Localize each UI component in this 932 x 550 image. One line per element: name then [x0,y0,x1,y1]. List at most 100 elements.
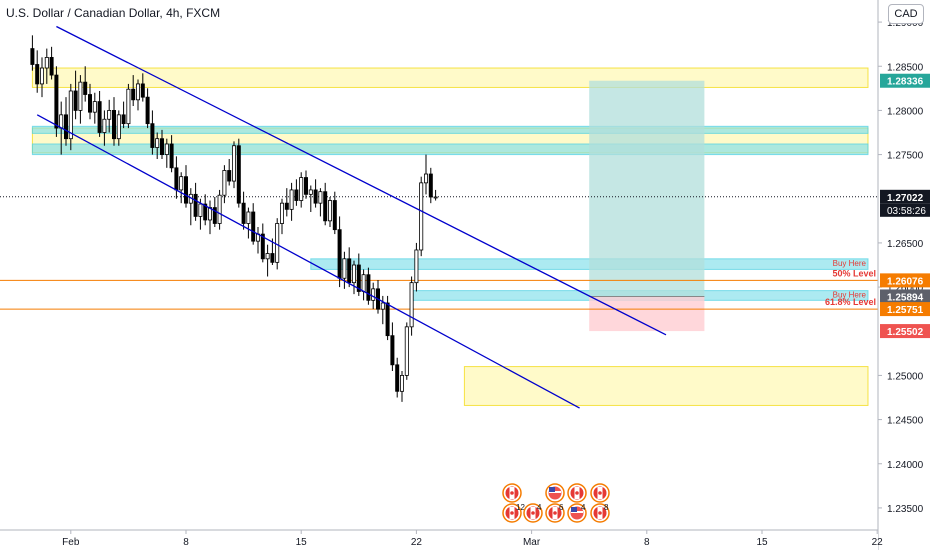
candle [246,207,251,239]
price-tag-label: 1.25751 [887,305,924,316]
y-tick-label: 1.24500 [887,416,924,427]
candle-body [289,189,294,210]
us-canton [571,507,577,512]
currency-button[interactable]: CAD [888,4,924,24]
candle-body [159,138,164,155]
candle-body [73,90,78,111]
channel-line [36,114,580,409]
candle-body [97,101,102,133]
channel-line [56,25,667,336]
price-tag: 1.28336 [880,73,930,88]
event-markers: 12 4 6 4 8 [502,483,610,523]
candle [260,223,265,263]
zone-label: Buy Here [833,291,867,300]
candle-body [59,114,64,129]
candle-body [332,200,337,231]
zone-label: Buy Here [833,259,867,268]
candle-body [40,67,45,85]
candle-body [419,182,424,251]
candle-body [44,57,49,69]
candle-body [342,258,347,279]
candle-body [183,176,188,204]
candle [64,97,69,146]
candle [83,66,88,102]
candle [414,242,419,292]
candle-body [140,83,145,98]
candle [241,191,246,230]
candle [49,46,54,80]
candle-body [35,64,40,85]
candle [433,189,438,201]
countdown-label: 03:58:26 [887,206,926,217]
candle-body [193,193,198,217]
candle-body [150,123,155,148]
candle [390,322,395,371]
candle [236,138,241,208]
candle [212,196,217,228]
candle [107,99,112,133]
event-count: 6 [559,503,564,512]
candle [366,267,371,305]
candle-body [217,194,222,224]
y-tick-label: 1.24000 [887,460,924,471]
candle [342,251,347,289]
candle-body [64,114,69,140]
candle-body [212,207,217,224]
candle [409,276,414,336]
candle-body [327,200,332,222]
candle-body [227,170,232,182]
candle-body [395,364,400,392]
candle [351,260,356,295]
candle-body [174,167,179,191]
event-count: 4 [537,503,542,512]
candle [203,194,208,226]
candle-body [423,173,428,184]
event-count: 12 [516,503,525,512]
candle [323,182,328,226]
y-tick-label: 1.25000 [887,371,924,382]
candle [303,170,308,199]
candle [112,97,117,146]
ca-leaf [598,491,602,495]
x-tick-label: 8 [644,537,650,548]
candle [183,165,188,208]
candle-body [203,203,208,221]
candle-body [164,143,169,155]
ca-leaf [531,511,535,515]
candle [313,179,318,208]
candle-body [347,258,352,284]
candle-body [169,143,174,169]
price-tag: 1.27022 03:58:26 [880,189,930,217]
candle [121,101,126,129]
event-count: 4 [581,503,586,512]
x-tick-label: Mar [523,537,541,548]
chart-title: U.S. Dollar / Canadian Dollar, 4h, FXCM [6,6,221,20]
price-tag: 1.25502 [880,324,930,339]
candle [423,154,428,195]
price-tag-label: 1.25894 [887,292,924,303]
candle-body [294,189,299,201]
candle-body [222,170,227,196]
ca-leaf [575,491,579,495]
candle-body [92,101,97,113]
price-tag-label: 1.25502 [887,327,924,338]
candle-body [270,253,275,263]
ca-leaf [553,511,557,515]
candle [231,141,236,189]
candle-body [135,83,140,101]
candle-body [308,189,313,195]
canada-flag-icon: 4 [523,503,543,523]
candle [126,83,131,129]
candle [227,159,232,186]
x-tick-label: Feb [62,537,80,548]
candle-body [49,57,54,76]
us-canton [549,487,555,492]
candle-body [68,90,73,140]
candle-body [83,81,88,95]
ca-leaf [510,491,514,495]
candle-body [323,191,328,222]
time-axis: Feb 8 15 22 Mar 8 15 22 [0,529,883,550]
canada-flag-icon: 8 [590,503,610,523]
